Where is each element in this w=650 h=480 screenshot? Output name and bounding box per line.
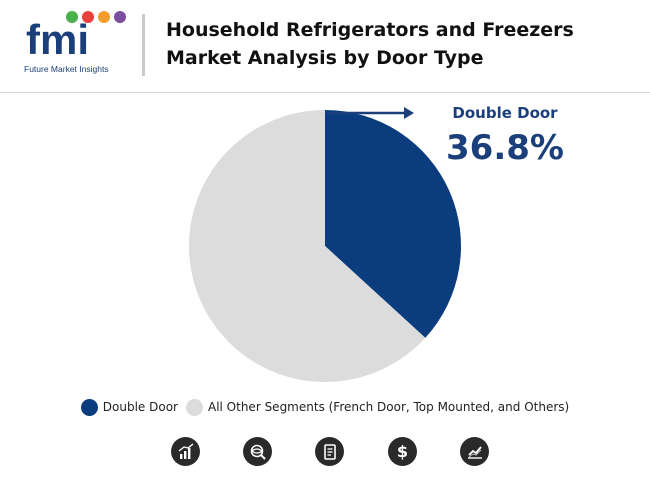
header: fmi Future Market Insights Household Ref… <box>0 0 650 92</box>
fmi-logo: fmi Future Market Insights <box>24 10 134 78</box>
header-divider <box>142 14 145 76</box>
pie-slice-double-door <box>325 110 461 338</box>
bar-chart-icon <box>171 437 200 466</box>
title-line-2: Market Analysis by Door Type <box>166 47 484 69</box>
legend-swatch-double-door <box>80 398 98 416</box>
footer-icons: $ <box>0 437 650 467</box>
page-title: Household Refrigerators and Freezers Mar… <box>166 16 636 72</box>
header-bottom-rule <box>0 92 650 93</box>
logo-subtitle: Future Market Insights <box>24 64 109 74</box>
legend-item-other-segments: All Other Segments (French Door, Top Mou… <box>185 398 570 416</box>
trend-chart-icon <box>460 437 489 466</box>
legend-item-double-door: Double Door <box>80 398 178 416</box>
callout-arrow <box>326 107 414 119</box>
dollar-icon: $ <box>388 437 417 466</box>
callout-label: Double Door <box>452 104 558 122</box>
pie-slices <box>189 110 461 382</box>
title-line-1: Household Refrigerators and Freezers <box>166 19 574 41</box>
logo-letters: fmi <box>26 22 89 58</box>
globe-search-icon <box>243 437 272 466</box>
legend-label-double-door: Double Door <box>102 400 178 414</box>
logo-text: fmi <box>26 22 89 58</box>
callout-value: 36.8% <box>446 128 564 168</box>
legend-label-other-segments: All Other Segments (French Door, Top Mou… <box>207 400 570 414</box>
legend-swatch-other-segments <box>185 398 203 416</box>
document-icon <box>315 437 344 466</box>
pie-chart <box>189 107 461 382</box>
logo-dots-icon <box>66 11 126 23</box>
chart-legend: Double Door All Other Segments (French D… <box>0 396 650 418</box>
pie-slice-all-other-segments-french-door-top-mounted-and-others <box>189 110 426 382</box>
